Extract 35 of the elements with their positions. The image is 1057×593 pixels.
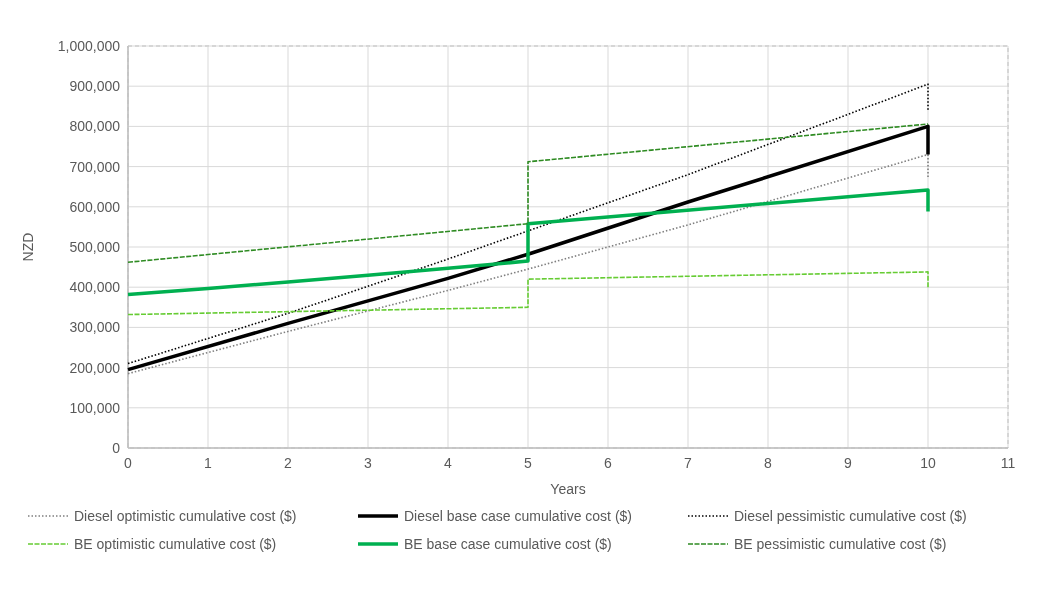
x-tick-label: 2 (284, 455, 293, 471)
y-tick-label: 300,000 (69, 319, 121, 336)
x-tick-label: 8 (764, 455, 773, 471)
y-tick-label: 200,000 (69, 359, 121, 376)
y-tick-label: 800,000 (69, 118, 121, 135)
x-tick-label: 0 (124, 455, 133, 471)
y-tick-label: 900,000 (69, 78, 121, 95)
line-series (127, 123, 929, 264)
line-series (127, 271, 929, 316)
y-tick-label: 1,000,000 (57, 38, 121, 54)
y-tick-label: 400,000 (69, 279, 121, 296)
legend-label: BE base case cumulative cost ($) (404, 536, 612, 552)
legend-label: BE pessimistic cumulative cost ($) (734, 536, 947, 552)
x-tick-label: 5 (524, 455, 533, 471)
x-tick-label: 10 (920, 455, 936, 471)
line-series (127, 83, 929, 365)
x-tick-label: 9 (844, 455, 853, 471)
x-tick-label: 6 (604, 455, 613, 471)
legend-label: Diesel base case cumulative cost ($) (404, 508, 632, 524)
y-tick-label: 600,000 (69, 198, 121, 215)
x-tick-label: 11 (1000, 455, 1016, 471)
y-tick-label: 500,000 (69, 239, 121, 255)
x-tick-label: 3 (364, 455, 373, 471)
legend-label: Diesel optimistic cumulative cost ($) (74, 508, 297, 524)
y-tick-label: 700,000 (69, 158, 121, 175)
x-tick-label: 1 (204, 455, 213, 471)
y-tick-label: 100,000 (69, 399, 121, 416)
legend-label: BE optimistic cumulative cost ($) (74, 536, 277, 552)
line-series (126, 188, 930, 297)
y-tick-label: 0 (112, 440, 121, 456)
x-tick-label: 7 (684, 455, 693, 471)
y-axis-title: NZD (20, 232, 36, 262)
legend-label: Diesel pessimistic cumulative cost ($) (734, 508, 967, 524)
x-axis-title: Years (550, 481, 586, 497)
x-tick-label: 4 (444, 455, 453, 471)
